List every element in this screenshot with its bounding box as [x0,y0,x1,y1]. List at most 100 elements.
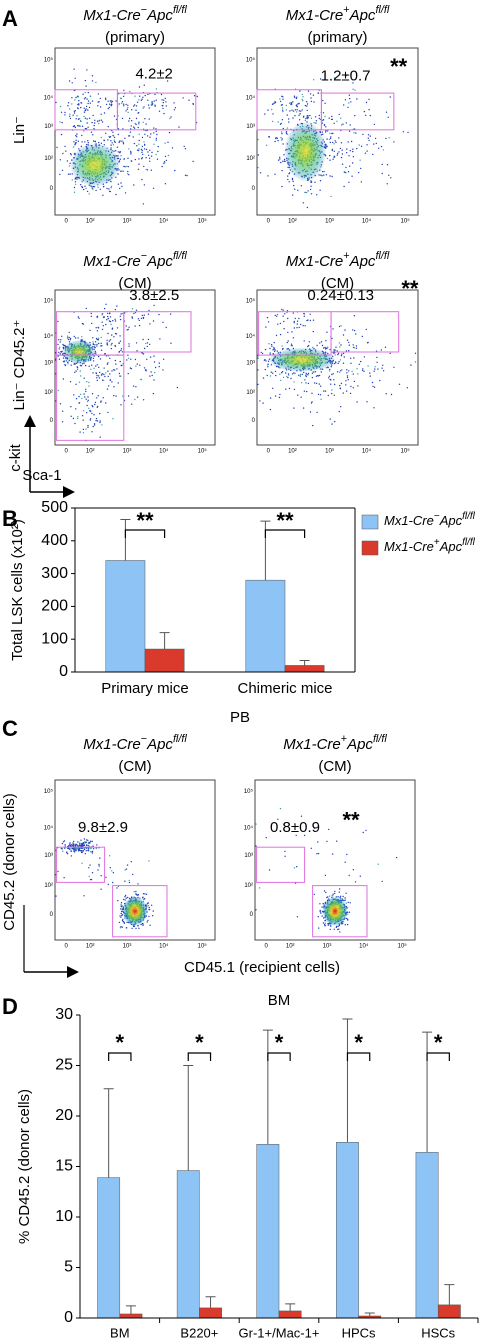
event-dot [154,105,156,107]
event-dot [171,147,174,149]
legend-label: Mx1-Cre−Apcfl/fl [384,511,476,528]
event-dot [319,909,321,912]
event-dot [74,144,76,146]
event-dot [94,344,96,346]
event-dot [71,179,74,181]
event-dot [122,95,125,98]
event-dot [108,340,111,342]
event-dot [106,319,108,321]
event-dot [77,417,79,420]
event-dot [321,122,324,124]
event-dot [84,79,87,82]
event-dot [151,374,153,377]
event-dot [341,149,343,151]
event-dot [328,117,330,119]
event-dot [367,365,369,367]
event-dot [142,107,144,109]
event-dot [138,123,140,125]
event-dot [389,96,391,98]
significance: * [275,1030,284,1055]
y-tick-label: 10⁴ [244,825,254,832]
event-dot [398,383,401,385]
event-dot [154,366,157,369]
y-tick-label: 10³ [244,853,253,859]
event-dot [143,148,146,150]
event-dot [326,138,328,140]
event-dot [93,423,96,425]
event-dot [296,109,298,111]
event-dot [307,190,309,192]
event-dot [140,923,142,926]
event-dot [131,109,133,111]
event-dot [84,396,86,398]
event-dot [96,397,98,399]
event-dot [274,314,276,317]
event-dot [373,370,375,372]
event-dot [109,103,111,105]
event-dot [91,364,93,366]
event-dot [260,351,262,354]
event-dot [89,95,92,98]
event-dot [119,151,122,153]
event-dot [272,387,274,389]
y-tick-label: 10² [44,883,53,889]
event-dot [338,361,340,363]
event-dot [281,139,283,141]
event-dot [309,114,311,117]
event-dot [107,108,109,110]
event-dot [329,895,331,897]
event-dot [74,183,77,185]
event-dot [67,105,69,107]
x-tick-label: 10³ [123,944,132,950]
x-tick-label: 10⁴ [362,218,372,225]
event-dot [324,102,326,105]
event-dot [307,372,310,375]
event-dot [347,919,349,921]
event-dot [121,312,124,315]
event-dot [307,90,310,92]
event-dot [329,154,331,157]
event-dot [165,105,167,107]
event-dot [337,362,339,365]
event-dot [352,156,355,158]
event-dot [146,345,148,348]
event-dot [296,320,299,322]
event-dot [141,352,144,354]
event-dot [279,156,281,158]
event-dot [347,901,349,904]
event-dot [268,135,270,138]
x-tick-label: 10³ [323,944,332,950]
event-dot [81,862,83,864]
gate [312,885,368,938]
event-dot [112,131,114,133]
event-dot [385,393,387,395]
event-dot [282,309,284,311]
event-dot [298,102,300,105]
event-dot [339,359,342,361]
event-dot [122,920,125,923]
event-dot [349,902,351,904]
event-dot [331,423,333,425]
event-dot [120,902,123,904]
event-dot [80,184,82,186]
event-dot [352,82,354,84]
event-dot [123,922,126,924]
y-tick-label: 0 [50,912,54,918]
event-dot [132,385,135,387]
event-dot [321,175,323,177]
event-dot [355,347,358,349]
event-dot [152,915,154,917]
event-dot [378,147,380,149]
event-dot [337,152,339,155]
event-dot [162,107,164,110]
y-tick-label: 10³ [44,853,53,859]
event-dot [88,381,90,384]
gate-value: 1.2±0.7 [321,67,371,84]
event-dot [138,112,140,114]
event-dot [83,111,86,113]
event-dot [155,130,157,133]
event-dot [72,417,75,420]
event-dot [342,123,344,125]
event-dot [360,145,363,147]
